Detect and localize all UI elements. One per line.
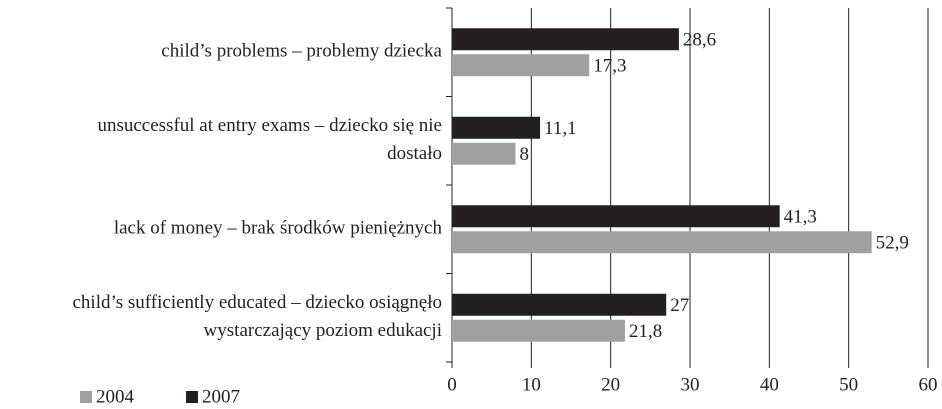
value-label: 8 (519, 144, 529, 165)
value-label: 27 (670, 295, 689, 316)
y-tick-label: child’s sufficiently educated – dziecko … (72, 292, 442, 313)
legend-label: 2007 (202, 386, 240, 407)
bar (452, 142, 516, 165)
bar (452, 54, 590, 77)
y-tick-label: child’s problems – problemy dziecka (161, 41, 442, 62)
value-label: 21,8 (629, 321, 662, 342)
value-label: 28,6 (683, 30, 716, 51)
value-label: 41,3 (784, 207, 817, 228)
y-tick-label: dostało (387, 143, 442, 164)
y-tick-label: unsuccessful at entry exams – dziecko si… (97, 115, 442, 136)
x-tick-label: 30 (681, 374, 700, 395)
value-label: 11,1 (544, 118, 577, 139)
bar (452, 116, 541, 139)
y-tick-label: wystarczający poziom edukacji (204, 320, 442, 341)
bar (452, 293, 667, 316)
x-tick-label: 60 (919, 374, 938, 395)
x-tick-label: 10 (522, 374, 541, 395)
value-label: 52,9 (876, 233, 909, 254)
x-tick-label: 0 (447, 374, 457, 395)
x-tick-label: 20 (601, 374, 620, 395)
x-tick-label: 50 (839, 374, 858, 395)
x-tick-label: 40 (760, 374, 779, 395)
value-label: 17,3 (593, 56, 626, 77)
bar (452, 319, 625, 342)
bar (452, 231, 872, 254)
legend-swatch (80, 391, 92, 403)
y-tick-label: lack of money – brak środków pieniężnych (114, 218, 443, 239)
legend-swatch (186, 391, 198, 403)
bar (452, 28, 679, 51)
bar (452, 205, 780, 228)
legend-label: 2004 (96, 386, 135, 407)
